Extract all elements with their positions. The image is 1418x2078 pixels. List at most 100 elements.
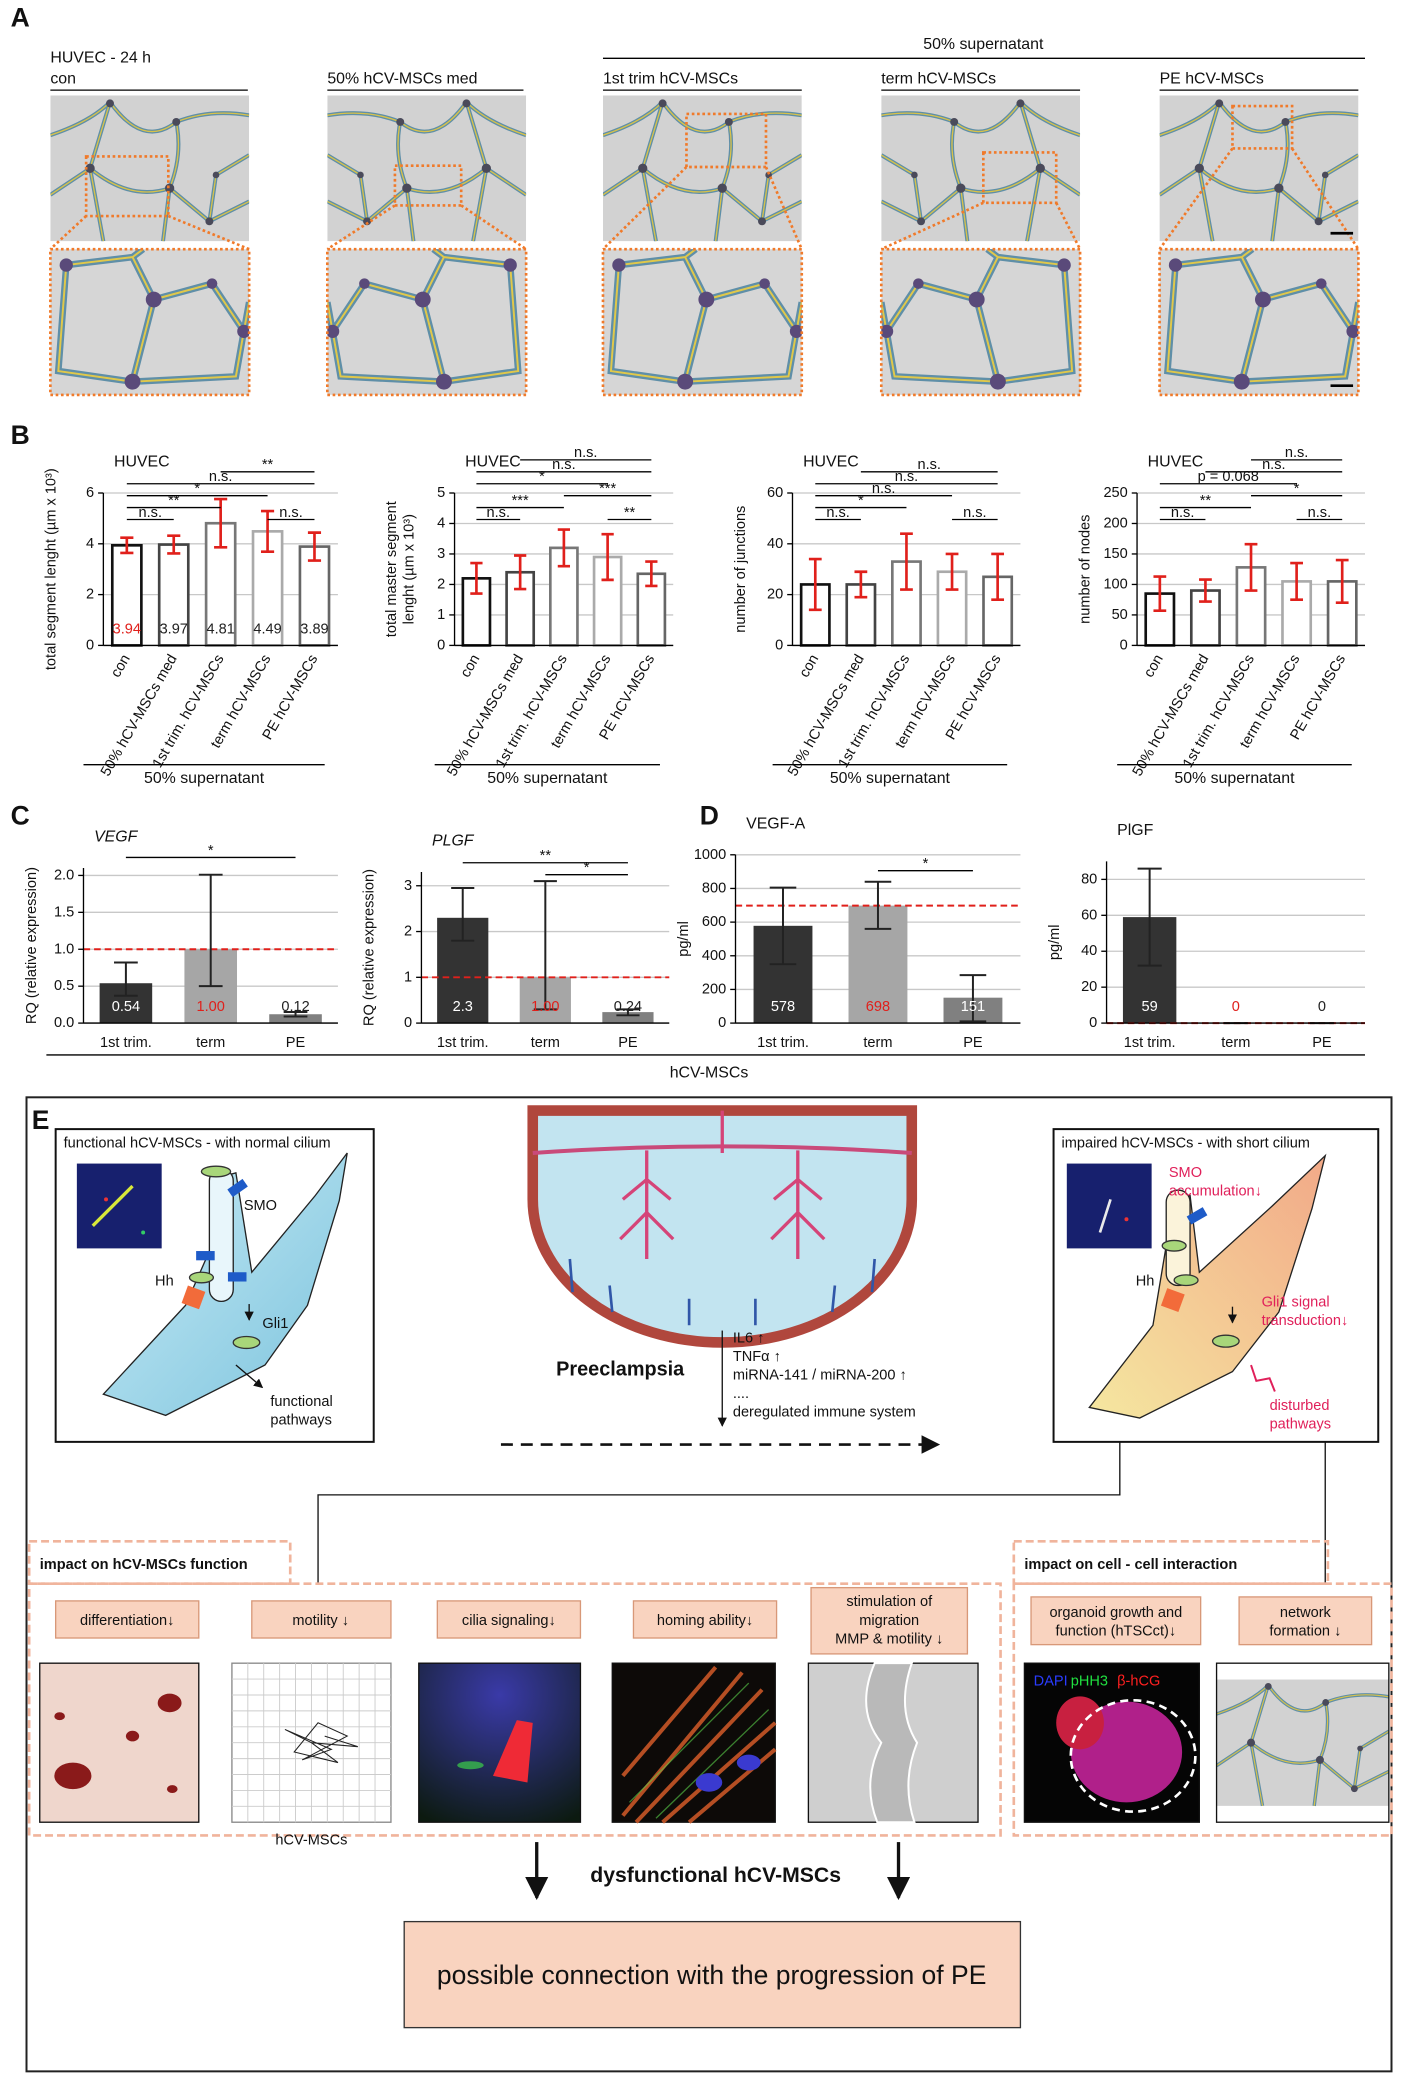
value-label: 3.94: [113, 621, 141, 637]
panel-e: E functional hCV-MSCs - with normal cili…: [25, 1096, 1393, 2073]
error-bar: [854, 570, 868, 599]
x-tick-label: PE: [286, 1035, 306, 1051]
impaired-cell-part: [1124, 1217, 1129, 1222]
zoom-markers-part: [326, 247, 528, 397]
y-tick-label: 60: [1081, 907, 1097, 923]
value-label: 0.12: [281, 999, 309, 1015]
group-label: 50% supernatant: [487, 770, 608, 787]
value-label: 0: [1318, 999, 1326, 1015]
y-tick-label: 0: [404, 1015, 412, 1031]
functional-cell-part: [232, 1335, 261, 1350]
value-label: 0.24: [614, 999, 642, 1015]
significance-label: **: [168, 493, 180, 509]
evidence-images-part: [1069, 1698, 1197, 1813]
significance-label: n.s.: [139, 505, 162, 521]
functional-cell-part: [235, 1364, 264, 1389]
y-tick-label: 100: [1103, 576, 1127, 592]
y-tick-label: 0: [718, 1015, 726, 1031]
effect-label: homing ability↓: [657, 1613, 753, 1629]
y-tick-label: 3: [437, 546, 445, 562]
value-label: 3.97: [160, 621, 188, 637]
y-axis-label: number of junctions: [733, 506, 749, 633]
micrographs-part: [881, 95, 1081, 242]
y-tick-label: 40: [1081, 943, 1097, 959]
effect-label: motility ↓: [292, 1613, 349, 1629]
y-tick-label: 400: [702, 948, 726, 964]
chart-title: HUVEC: [1148, 453, 1204, 470]
error-bar: [900, 532, 913, 591]
value-label: 59: [1142, 999, 1158, 1015]
placenta-part: [527, 1105, 918, 1348]
x-tick-label: 1st trim.: [757, 1035, 809, 1051]
y-axis-label: pg/ml: [1047, 924, 1063, 960]
impaired-cell: impaired hCV-MSCs - with short cilium SM…: [1052, 1128, 1380, 1443]
significance-label: *: [194, 481, 200, 497]
significance-label: n.s.: [826, 505, 849, 521]
effect-label: MMP & motility ↓: [835, 1631, 943, 1647]
effect-boxes-part: [632, 1600, 778, 1639]
conclusion-title: dysfunctional hCV-MSCs: [590, 1864, 841, 1887]
value-label: 151: [961, 999, 985, 1015]
functional-cell-part: [196, 1251, 215, 1261]
x-tick-label: 1st trim.: [1124, 1035, 1176, 1051]
error-bar: [864, 880, 892, 930]
error-bar: [601, 532, 614, 582]
group-label: 50% supernatant: [144, 770, 265, 787]
chart-title: HUVEC: [114, 453, 170, 470]
zoom-markers-part: [49, 247, 251, 397]
micrographs-part: [1159, 95, 1359, 242]
error-bar: [260, 509, 275, 554]
significance-label: ***: [599, 481, 616, 497]
significance-label: n.s.: [1285, 445, 1308, 461]
group-label: 50% supernatant: [923, 36, 1044, 53]
x-tick-label: 1st trim.: [100, 1035, 152, 1051]
placenta-part: [568, 1258, 876, 1326]
significance-label: n.s.: [487, 505, 510, 521]
effect-label: formation ↓: [1269, 1623, 1341, 1639]
functional-cell-part: [227, 1178, 248, 1198]
stain-label: DAPI: [1034, 1674, 1068, 1690]
y-tick-label: 0: [437, 637, 445, 653]
effect-label: organoid growth and: [1049, 1605, 1182, 1621]
condition-label: PE hCV-MSCs: [1160, 71, 1264, 88]
impaired-cell-part: [1165, 1189, 1191, 1287]
effect-boxes-part: [251, 1600, 392, 1639]
panel-label: E: [32, 1105, 50, 1135]
evidence-images: hCV-MSCs DAPI pHH3 β-hCG: [39, 1662, 1390, 1849]
error-bar: [120, 536, 134, 555]
functional-cell-part: [91, 1184, 134, 1228]
condition-label: 50% hCV-MSCs med: [327, 71, 477, 88]
significance-label: *: [584, 860, 590, 876]
functional-cell-part: [141, 1230, 146, 1235]
significance-label: n.s.: [574, 445, 597, 461]
value-label: 4.81: [206, 621, 234, 637]
impaired-cell-part: [1211, 1334, 1240, 1348]
effect-labels: differentiation↓ motility ↓ cilia signal…: [80, 1594, 1341, 1647]
error-bar: [945, 552, 959, 591]
y-tick-label: 2: [404, 924, 412, 940]
zoom-markers-part: [1231, 104, 1294, 150]
effect-boxes-part: [1238, 1596, 1373, 1646]
factor: TNFα ↑: [733, 1349, 781, 1365]
chart-title: HUVEC: [803, 453, 859, 470]
y-tick-label: 1.5: [54, 904, 74, 920]
stain-label: β-hCG: [1117, 1674, 1160, 1690]
significance-label: n.s.: [918, 457, 941, 473]
error-bar: [167, 534, 181, 555]
significance-label: *: [539, 469, 545, 485]
panel-a: A HUVEC - 24 h 50% supernatant con 50% h…: [11, 3, 1365, 397]
group-label: 50% supernatant: [1174, 770, 1295, 787]
functional-cell-part: [227, 1272, 247, 1282]
cell-label: Hh: [155, 1273, 174, 1289]
y-tick-label: 1000: [694, 847, 726, 863]
functional-cell-part: [188, 1271, 215, 1284]
y-tick-label: 0: [1089, 1015, 1097, 1031]
error-bar: [616, 1008, 640, 1017]
y-tick-label: 60: [767, 485, 783, 501]
y-tick-label: 3: [404, 878, 412, 894]
effect-label: function (hTSCct)↓: [1056, 1623, 1177, 1639]
y-tick-label: 800: [702, 880, 726, 896]
panel-a-title: HUVEC - 24 h: [50, 49, 151, 66]
y-tick-label: 5: [437, 485, 445, 501]
x-tick-label: term: [1221, 1035, 1250, 1051]
